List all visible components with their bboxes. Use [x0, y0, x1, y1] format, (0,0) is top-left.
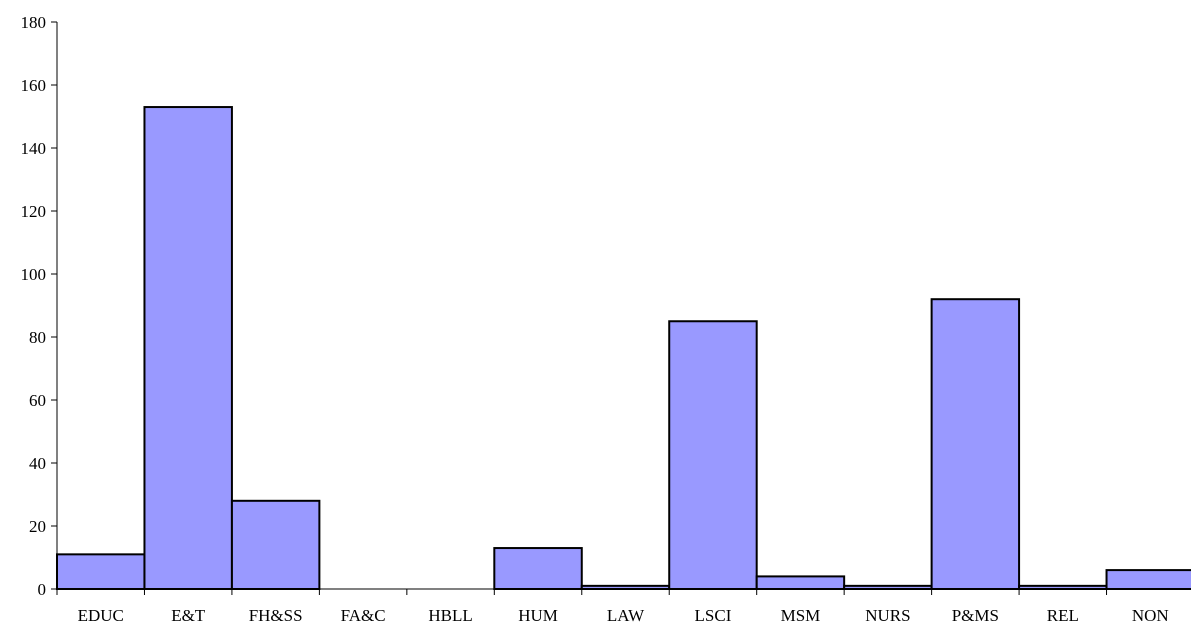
y-tick-label: 180: [21, 13, 47, 32]
y-tick-label: 120: [21, 202, 47, 221]
bar-e-t: [143, 106, 233, 591]
y-tick-label: 160: [21, 76, 47, 95]
bar-msm: [755, 575, 846, 591]
y-tick-label: 20: [29, 517, 46, 536]
x-category-label: LSCI: [695, 606, 732, 625]
bar-lsci: [668, 320, 758, 590]
axes-group: [56, 22, 1191, 590]
bars-group: [56, 106, 1191, 591]
y-tick-label: 80: [29, 328, 46, 347]
x-labels-group: EDUC E&T FH&SS FA&C HBLL HUM LAW LSCI MSM NURS P&M…: [78, 606, 1169, 625]
y-tick-label: 100: [21, 265, 47, 284]
x-category-label: LAW: [607, 606, 645, 625]
x-category-label: MSM: [781, 606, 821, 625]
bar-fh-ss: [230, 499, 321, 590]
bar-educ: [56, 553, 146, 590]
x-category-label: P&MS: [952, 606, 999, 625]
bar-non: [1105, 569, 1191, 590]
x-category-label: NON: [1132, 606, 1169, 625]
x-category-label: NURS: [865, 606, 910, 625]
x-category-label: E&T: [171, 606, 206, 625]
x-category-label: HBLL: [428, 606, 472, 625]
bar-hum: [493, 547, 583, 590]
x-category-label: FH&SS: [249, 606, 303, 625]
bar-p-ms: [930, 298, 1021, 590]
x-category-label: EDUC: [78, 606, 124, 625]
y-tick-label: 0: [38, 580, 47, 599]
x-category-label: FA&C: [341, 606, 386, 625]
y-ticks-group: 0 20 40 60 80 100 120 140 160 180: [21, 13, 1108, 599]
y-tick-label: 60: [29, 391, 46, 410]
x-category-label: REL: [1047, 606, 1079, 625]
y-tick-label: 40: [29, 454, 46, 473]
y-tick-label: 140: [21, 139, 47, 158]
x-category-label: HUM: [518, 606, 558, 625]
